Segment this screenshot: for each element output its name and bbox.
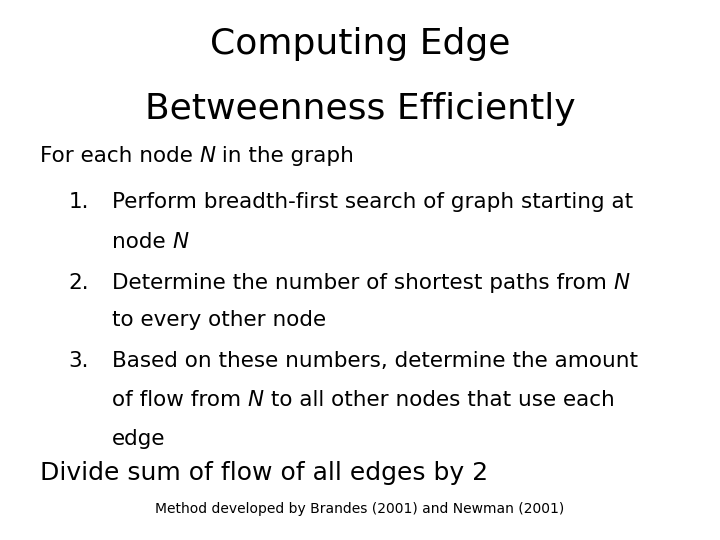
Text: N: N (248, 390, 264, 410)
Text: For each node: For each node (40, 146, 199, 166)
Text: edge: edge (112, 429, 165, 449)
Text: 3.: 3. (68, 351, 89, 371)
Text: in the graph: in the graph (215, 146, 354, 166)
Text: N: N (172, 232, 188, 252)
Text: Computing Edge: Computing Edge (210, 27, 510, 61)
Text: to every other node: to every other node (112, 310, 325, 330)
Text: Method developed by Brandes (2001) and Newman (2001): Method developed by Brandes (2001) and N… (156, 502, 564, 516)
Text: Perform breadth-first search of graph starting at: Perform breadth-first search of graph st… (112, 192, 633, 212)
Text: to all other nodes that use each: to all other nodes that use each (264, 390, 614, 410)
Text: 2.: 2. (68, 273, 89, 293)
Text: N: N (199, 146, 215, 166)
Text: Divide sum of flow of all edges by 2: Divide sum of flow of all edges by 2 (40, 461, 487, 484)
Text: of flow from: of flow from (112, 390, 248, 410)
Text: 1.: 1. (68, 192, 89, 212)
Text: node: node (112, 232, 172, 252)
Text: N: N (613, 273, 629, 293)
Text: Betweenness Efficiently: Betweenness Efficiently (145, 92, 575, 126)
Text: Determine the number of shortest paths from: Determine the number of shortest paths f… (112, 273, 613, 293)
Text: Based on these numbers, determine the amount: Based on these numbers, determine the am… (112, 351, 638, 371)
